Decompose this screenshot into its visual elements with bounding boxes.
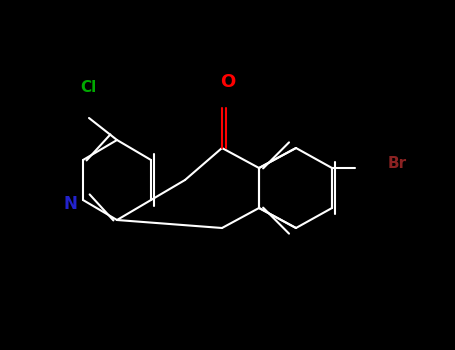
Text: Cl: Cl	[80, 80, 96, 96]
Text: N: N	[63, 195, 77, 213]
Text: Br: Br	[388, 155, 407, 170]
Text: O: O	[220, 73, 236, 91]
